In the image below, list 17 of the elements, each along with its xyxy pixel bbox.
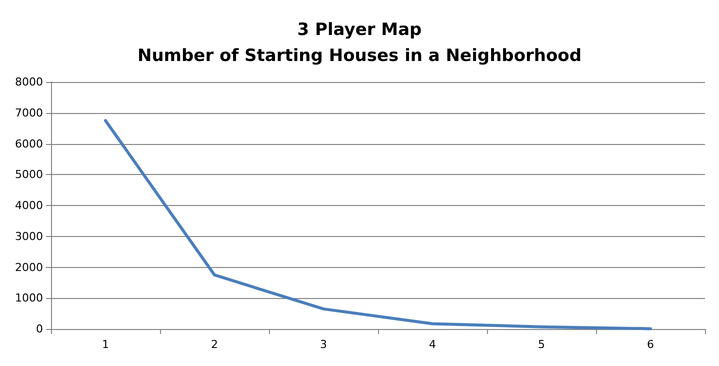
y-tick-label: 2000 xyxy=(15,260,43,274)
x-tick-label: 1 xyxy=(102,338,109,351)
y-tick-label: 8000 xyxy=(15,76,43,88)
line-series xyxy=(104,119,652,330)
y-tick-label: 0 xyxy=(36,322,43,336)
y-tick-label: 6000 xyxy=(15,137,43,150)
y-tick-label: 7000 xyxy=(15,106,43,120)
x-tick-label: 3 xyxy=(320,338,327,351)
x-tick-label: 2 xyxy=(211,338,218,351)
y-tick-label: 4000 xyxy=(15,199,43,212)
x-tick-label: 5 xyxy=(538,338,545,351)
y-tick-label: 5000 xyxy=(15,168,43,182)
x-tick-label: 6 xyxy=(647,338,654,351)
chart-title: 3 Player Map Number of Starting Houses in a Neighborhood xyxy=(137,20,582,66)
y-tick-label: 1000 xyxy=(15,292,43,305)
y-tick-label: 3000 xyxy=(15,230,43,243)
x-tick-label: 4 xyxy=(429,338,436,351)
